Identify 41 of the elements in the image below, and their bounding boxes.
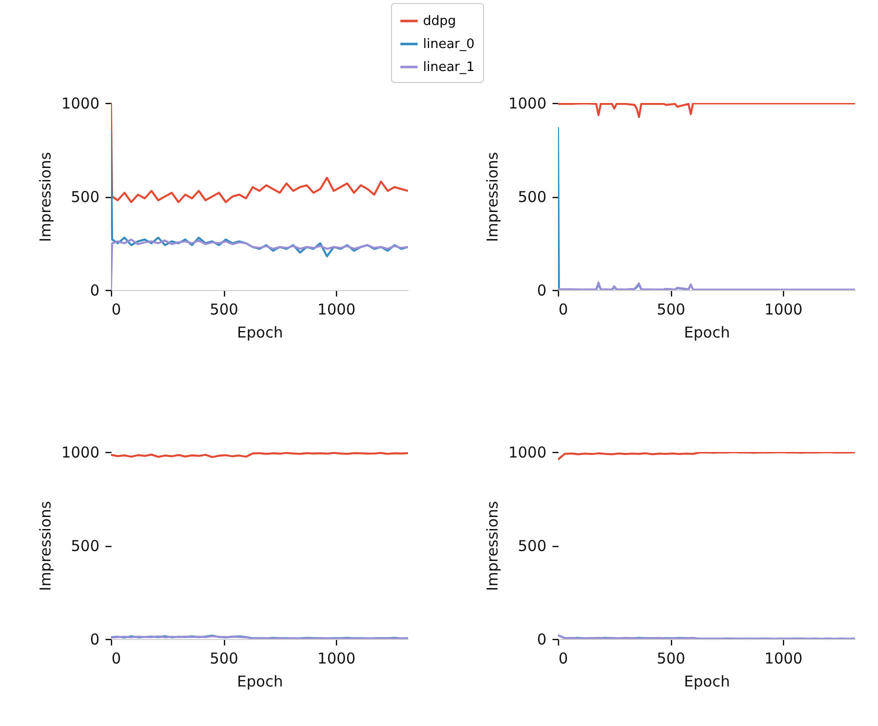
y-axis-title: Impressions [36,152,54,242]
x-tick-label: 1000 [764,650,803,668]
y-axis-title: Impressions [483,500,502,591]
y-tick-label: 500 [518,188,546,206]
y-tick-label: 1000 [61,444,100,462]
x-tick-label: 500 [210,300,238,318]
line-series [558,103,855,118]
y-tick-label: 0 [90,630,100,648]
legend-label: linear_0 [423,37,475,52]
x-tick-label: 0 [558,650,568,668]
x-tick-label: 1000 [317,300,356,318]
y-tick-label: 0 [536,282,546,300]
line-series [558,452,855,460]
x-tick-label: 500 [656,650,686,668]
y-tick-label: 0 [536,630,546,648]
x-tick-label: 0 [112,650,122,668]
x-tick-label: 500 [656,300,686,318]
y-tick-label: 1000 [508,444,546,462]
x-tick-label: 0 [558,300,568,318]
y-axis-title: Impressions [483,152,502,242]
y-tick-label: 1000 [61,94,100,112]
x-tick-label: 1000 [764,300,803,318]
y-tick-label: 0 [90,282,100,300]
y-tick-label: 1000 [508,94,546,112]
line-series [111,130,408,258]
x-tick-label: 0 [112,300,122,318]
x-tick-label: 1000 [317,650,356,668]
x-axis-title: Epoch [684,324,730,342]
line-series [111,238,408,290]
x-tick-label: 500 [210,650,238,668]
y-tick-label: 500 [70,537,100,555]
x-axis-title: Epoch [237,672,283,690]
legend-label: ddpg [423,14,456,29]
y-tick-label: 500 [518,537,546,555]
legend-label: linear_1 [423,60,475,75]
x-axis-title: Epoch [237,324,283,342]
line-series [558,282,855,290]
y-axis-title: Impressions [36,500,54,591]
line-series [111,103,408,204]
y-tick-label: 500 [70,188,100,206]
x-axis-title: Epoch [684,672,730,690]
